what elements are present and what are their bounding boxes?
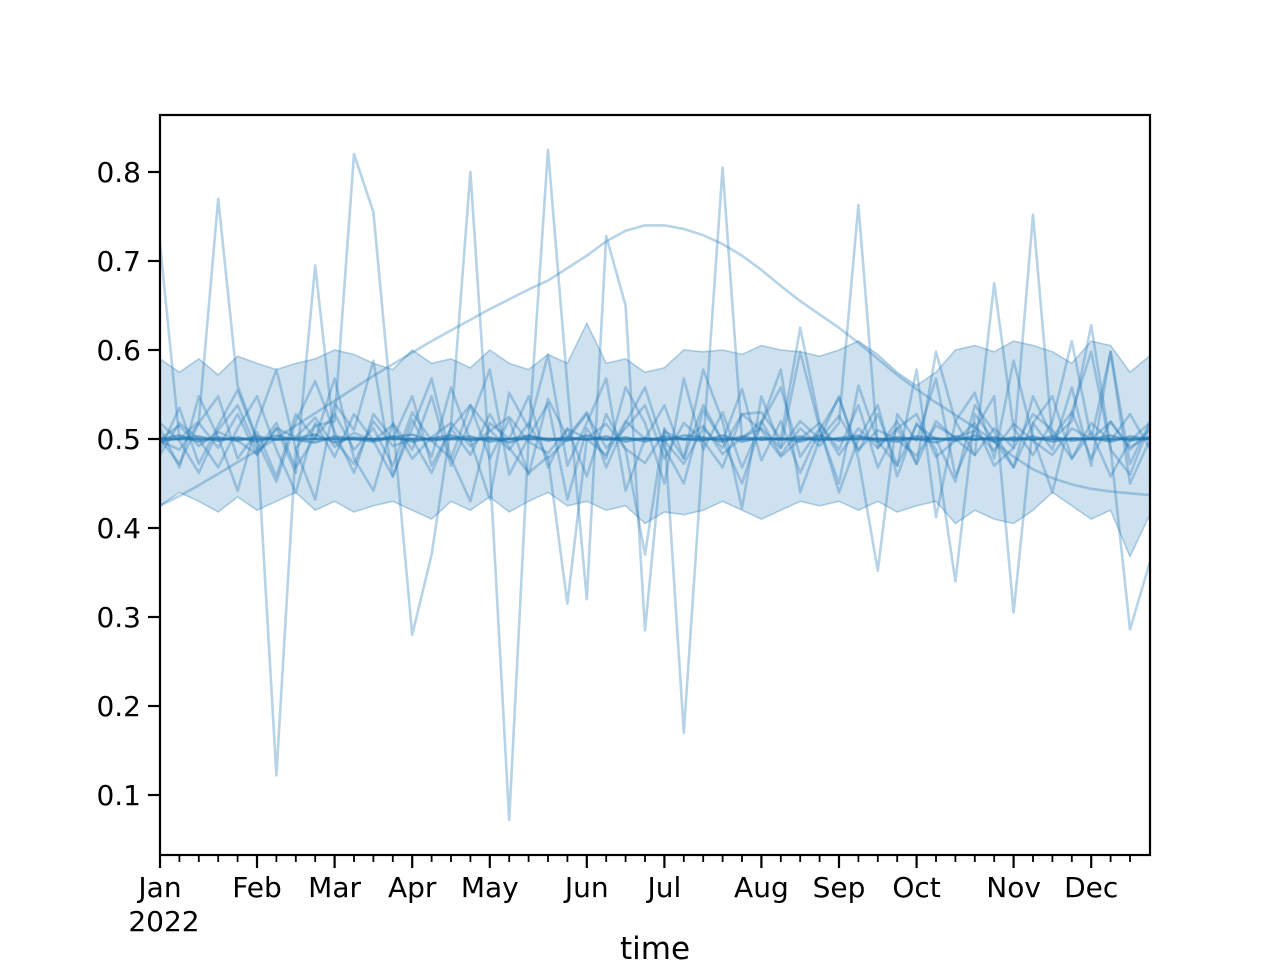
y-tick-label-0.5: 0.5 — [96, 423, 141, 456]
series-line-member-1 — [160, 414, 1150, 465]
x-tick-label-may: May — [461, 871, 519, 904]
x-tick-label-mar: Mar — [308, 871, 361, 904]
series-line-member-3 — [160, 350, 1150, 519]
x-tick-label-nov: Nov — [986, 871, 1041, 904]
plot-area — [160, 148, 1150, 822]
axes-spines — [158, 113, 1152, 857]
band-lower-edge — [160, 491, 1150, 559]
x-tick-label-feb: Feb — [232, 871, 282, 904]
series-line-member-5 — [160, 403, 1150, 475]
y-tick-label-0.2: 0.2 — [96, 690, 141, 723]
tick-marks — [148, 170, 1131, 868]
y-tick-label-0.7: 0.7 — [96, 245, 141, 278]
x-tick-label-oct: Oct — [892, 871, 940, 904]
x-tick-label-dec: Dec — [1064, 871, 1118, 904]
y-tick-label-0.8: 0.8 — [96, 156, 141, 189]
series-line-seasonal-trend — [160, 224, 1150, 508]
x-axis-year-label: 2022 — [128, 905, 199, 938]
x-tick-label-aug: Aug — [734, 871, 789, 904]
series-line-member-2 — [160, 379, 1150, 485]
x-tick-label-sep: Sep — [813, 871, 866, 904]
y-tick-label-0.6: 0.6 — [96, 334, 141, 367]
y-tick-label-0.3: 0.3 — [96, 601, 141, 634]
x-tick-label-apr: Apr — [388, 871, 437, 904]
series-line-member-4 — [160, 350, 1150, 614]
x-tick-label-jul: Jul — [646, 871, 682, 904]
x-tick-label-jan: Jan — [136, 871, 181, 904]
y-tick-label-0.1: 0.1 — [96, 779, 141, 812]
x-tick-label-jun: Jun — [563, 871, 609, 904]
series-line-outlier-a — [160, 148, 1150, 822]
x-axis-label: time — [619, 931, 691, 960]
y-tick-label-0.4: 0.4 — [96, 512, 141, 545]
band-upper-edge — [160, 321, 1150, 387]
